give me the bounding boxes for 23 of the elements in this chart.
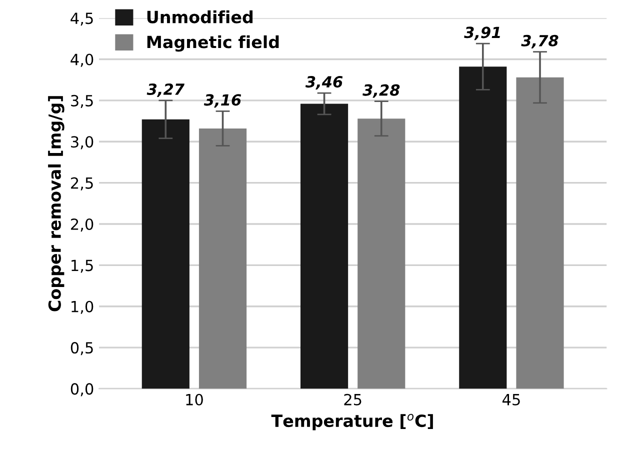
y-tick-label: 3,5 (71, 94, 93, 108)
y-tick-label: 3,0 (71, 136, 94, 150)
x-tick-label: 25 (344, 394, 362, 406)
data-label: 3,16 (204, 94, 242, 108)
y-axis-title: Copper removal [mg/g] (48, 96, 64, 312)
data-label: 3,28 (362, 84, 400, 98)
data-label: 3,27 (146, 83, 184, 97)
y-tick-label: 0,5 (70, 342, 93, 356)
y-tick-label: 1,0 (72, 300, 94, 314)
x-tick-label: 45 (502, 394, 520, 406)
y-tick-label: 1,5 (72, 260, 93, 273)
x-axis-title: Temperature [$^{o}$C] (271, 414, 433, 430)
x-tick-label: 10 (186, 394, 203, 406)
data-label: 3,78 (521, 34, 558, 48)
y-tick-label: 4,0 (70, 54, 94, 67)
y-tick-label: 2,0 (71, 218, 94, 232)
data-label: 3,91 (464, 26, 500, 40)
y-tick-label: 2,5 (71, 177, 93, 190)
y-tick-label: 0,0 (70, 383, 94, 396)
data-label: 3,46 (305, 76, 343, 90)
y-tick-label: 4,5 (70, 12, 93, 26)
legend-label: Unmodified (147, 10, 253, 24)
legend-label: Magnetic field (147, 35, 279, 52)
